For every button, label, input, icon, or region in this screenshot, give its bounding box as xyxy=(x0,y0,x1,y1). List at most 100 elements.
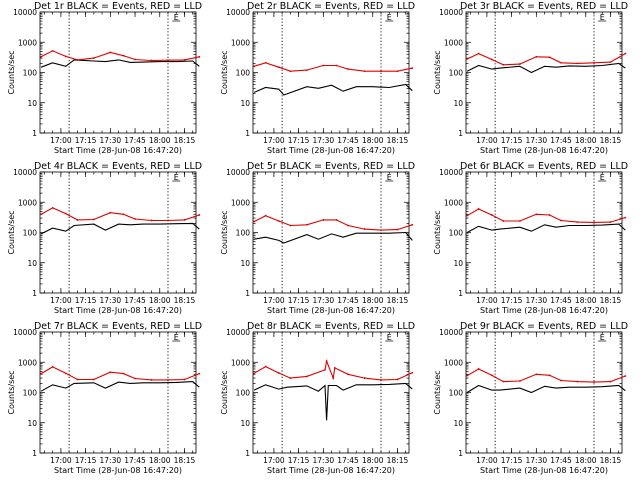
lld-data-point xyxy=(609,61,612,64)
y-tick-label: 10000 xyxy=(226,328,250,337)
lld-data-point xyxy=(576,62,579,65)
y-tick-label: 1000 xyxy=(444,198,463,207)
lld-data-point xyxy=(502,63,505,66)
y-tick-label: 10 xyxy=(240,419,250,428)
x-tick-label: 18:00 xyxy=(362,136,384,145)
lld-data-point xyxy=(40,55,43,58)
e-marker: E xyxy=(174,13,179,22)
series-line-lld xyxy=(466,208,626,223)
lld-data-point xyxy=(535,373,538,376)
lld-data-point xyxy=(347,68,349,70)
x-tick-label: 17:45 xyxy=(550,456,572,465)
x-tick-label: 18:00 xyxy=(362,296,384,305)
x-tick-label: 17:45 xyxy=(124,456,146,465)
lld-data-point xyxy=(64,372,67,375)
lld-data-point xyxy=(167,59,169,62)
panel-title: Det 2r BLACK = Events, RED = LLD xyxy=(247,1,415,12)
x-tick-label: 18:15 xyxy=(387,136,409,145)
y-tick-label: 1 xyxy=(32,129,37,138)
lld-data-point xyxy=(122,213,125,216)
x-tick-label: 17:15 xyxy=(501,456,523,465)
y-axis-label: Counts/sec xyxy=(220,210,229,254)
y-tick-label: 1000 xyxy=(231,198,250,207)
lld-data-point xyxy=(477,208,480,210)
x-tick-label: 17:45 xyxy=(550,296,572,305)
y-tick-label: 10 xyxy=(27,259,37,268)
e-marker: E xyxy=(387,173,392,182)
y-tick-label: 1000 xyxy=(18,198,37,207)
panel-title: Det 6r BLACK = Events, RED = LLD xyxy=(460,161,628,172)
plot-frame xyxy=(465,171,623,294)
x-tick-label: 18:15 xyxy=(174,456,196,465)
y-tick-label: 10 xyxy=(27,419,37,428)
lld-data-point xyxy=(305,69,308,72)
detector-panel-5: Det 5r BLACK = Events, RED = LLD 1 10 100 10… xyxy=(220,161,415,315)
y-axis-label: Counts/sec xyxy=(7,370,16,414)
lld-data-point xyxy=(380,229,382,232)
series-line-lld xyxy=(466,368,626,383)
e-marker: E xyxy=(600,333,605,342)
y-tick-label: 10000 xyxy=(13,8,37,17)
lld-data-point xyxy=(109,371,112,374)
x-tick-label: 17:15 xyxy=(501,296,523,305)
lld-data-point xyxy=(150,219,153,222)
x-tick-label: 18:00 xyxy=(575,136,597,145)
panel-title: Det 7r BLACK = Events, RED = LLD xyxy=(34,321,202,332)
lld-data-point xyxy=(535,213,538,216)
lld-data-point xyxy=(253,372,256,375)
panel-title: Det 3r BLACK = Events, RED = LLD xyxy=(460,1,628,12)
lld-data-point xyxy=(548,56,551,59)
plot-frame xyxy=(252,11,410,134)
lld-data-point xyxy=(183,378,186,381)
y-tick-label: 10 xyxy=(240,99,250,108)
y-tick-label: 10 xyxy=(453,419,463,428)
lld-data-point xyxy=(76,59,79,61)
y-tick-label: 100 xyxy=(236,229,251,238)
lld-data-point xyxy=(502,380,505,383)
y-axis-label: Counts/sec xyxy=(220,370,229,414)
lld-data-point xyxy=(576,221,579,224)
lld-data-point xyxy=(347,373,349,376)
lld-data-point xyxy=(253,65,256,68)
lld-data-point xyxy=(322,64,325,67)
lld-data-point xyxy=(109,211,112,214)
plot-frame xyxy=(465,331,623,454)
y-tick-label: 1 xyxy=(245,449,250,458)
x-tick-label: 17:45 xyxy=(337,136,359,145)
lld-data-point xyxy=(624,375,627,377)
lld-data-point xyxy=(198,372,201,375)
y-tick-label: 1000 xyxy=(231,38,250,47)
x-tick-label: 18:15 xyxy=(387,456,409,465)
series-line-events xyxy=(40,381,200,392)
y-tick-label: 1 xyxy=(245,289,250,298)
lld-data-point xyxy=(64,55,67,58)
x-axis-label: Start Time (28-Jun-08 16:47:20) xyxy=(480,466,608,475)
x-tick-label: 18:15 xyxy=(174,136,196,145)
x-tick-label: 18:00 xyxy=(362,456,384,465)
y-tick-label: 100 xyxy=(23,389,38,398)
lld-data-point xyxy=(134,58,136,61)
lld-data-point xyxy=(560,219,562,222)
lld-data-point xyxy=(411,67,414,69)
lld-data-point xyxy=(289,377,292,379)
lld-data-point xyxy=(134,218,136,220)
x-tick-label: 17:30 xyxy=(313,456,335,465)
lld-data-point xyxy=(167,379,169,381)
y-tick-label: 100 xyxy=(449,229,464,238)
x-tick-label: 17:15 xyxy=(75,456,97,465)
lld-data-point xyxy=(490,214,493,216)
lld-data-point xyxy=(51,366,54,368)
series-line-events xyxy=(466,62,626,74)
lld-data-point xyxy=(466,214,469,217)
y-tick-label: 1000 xyxy=(444,38,463,47)
series-line-events xyxy=(253,382,413,421)
y-tick-label: 100 xyxy=(236,389,251,398)
detector-panel-6: Det 6r BLACK = Events, RED = LLD 1 10 100 10… xyxy=(433,161,628,315)
y-tick-label: 10000 xyxy=(226,8,250,17)
x-tick-label: 17:00 xyxy=(50,136,72,145)
lld-data-point xyxy=(76,219,79,221)
lld-data-point xyxy=(609,221,612,224)
lld-data-point xyxy=(380,70,382,73)
lld-data-point xyxy=(167,219,169,222)
x-tick-label: 18:00 xyxy=(149,296,171,305)
